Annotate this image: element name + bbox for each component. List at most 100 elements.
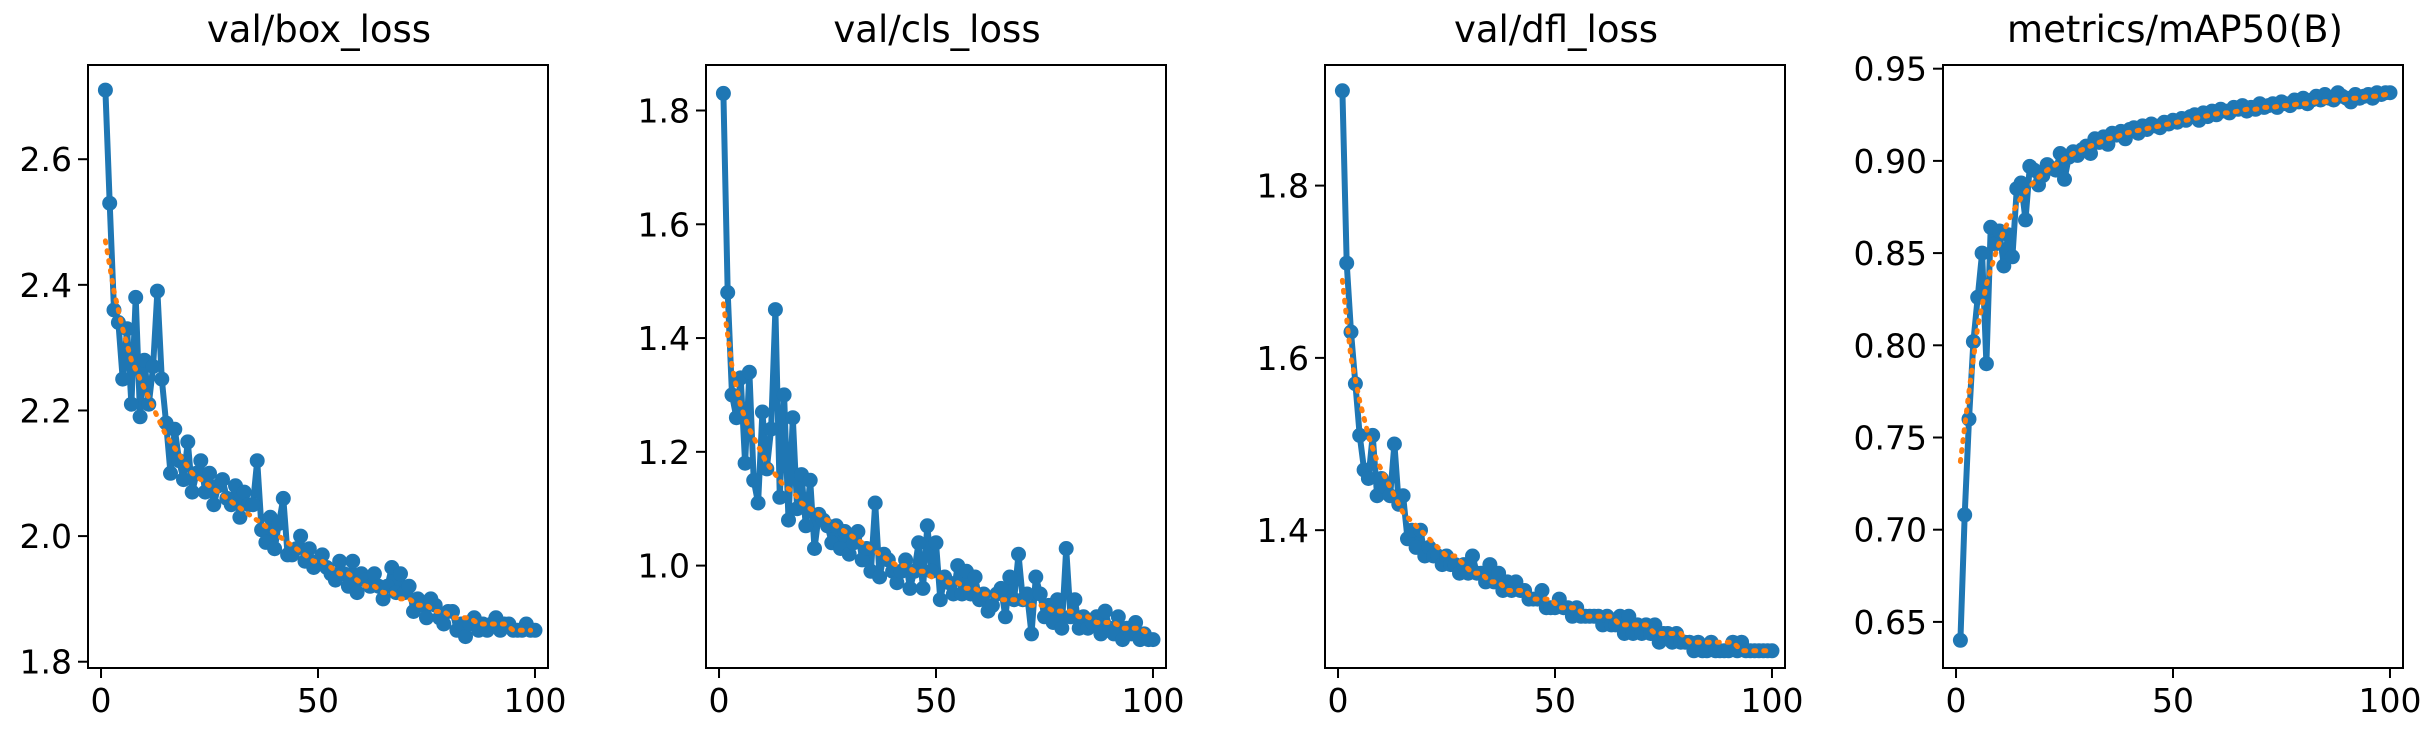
data-point (314, 547, 330, 563)
data-point (1465, 548, 1480, 564)
data-point (984, 597, 1000, 613)
data-point (401, 578, 417, 594)
data-point (1339, 255, 1355, 271)
data-point (349, 585, 365, 601)
y-tick-label: 1.6 (638, 205, 690, 244)
subplot-val-cls-loss: val/cls_loss 0 50 100 1.0 1.2 1.4 1.6 1.8 (638, 8, 1185, 720)
data-point (1110, 609, 1126, 625)
data-point (167, 421, 183, 437)
data-point (145, 359, 161, 374)
y-tick-label: 0.90 (1854, 142, 1927, 181)
data-point (215, 472, 230, 488)
data-point (197, 484, 213, 500)
data-point (750, 495, 766, 511)
data-point (132, 409, 148, 425)
data-point (2057, 171, 2072, 187)
data-point (1032, 586, 1048, 602)
data-point (902, 580, 918, 596)
data-point (249, 453, 265, 469)
data-point (115, 371, 131, 387)
data-point (271, 516, 287, 531)
data-point (1764, 643, 1780, 659)
data-point (193, 453, 209, 469)
data-point (911, 535, 927, 551)
data-point (1128, 615, 1144, 630)
y-tick-label: 0.85 (1854, 234, 1927, 273)
data-point (375, 591, 391, 607)
data-point (993, 580, 1009, 596)
data-point (267, 541, 283, 557)
data-point (728, 410, 744, 426)
y-tick-label: 1.8 (638, 92, 690, 131)
data-point (776, 387, 792, 403)
data-point (754, 404, 770, 420)
data-point (236, 484, 252, 500)
data-point (1395, 488, 1411, 504)
y-tick-label: 0.65 (1854, 603, 1927, 642)
data-point (872, 569, 888, 585)
data-point (1063, 609, 1078, 625)
data-point (915, 580, 931, 596)
data-point (223, 497, 239, 513)
data-point (1058, 541, 1074, 556)
data-point (275, 490, 291, 506)
data-point (436, 616, 452, 632)
data-point (2000, 227, 2016, 243)
data-point (206, 497, 222, 513)
data-point (763, 421, 779, 437)
data-point (180, 434, 196, 450)
x-tick-label: 0 (1328, 681, 1349, 720)
data-point (2004, 249, 2020, 265)
data-point (102, 195, 118, 211)
subplot-title: val/box_loss (207, 8, 431, 51)
data-point (741, 364, 757, 380)
data-point (720, 285, 736, 300)
data-point (1054, 620, 1070, 636)
x-tick-label: 100 (503, 681, 566, 720)
smooth-line (1339, 277, 1771, 654)
data-point (746, 472, 762, 488)
data-point (841, 546, 857, 562)
data-point (1534, 583, 1550, 598)
data-point (1386, 436, 1402, 452)
data-point (737, 455, 753, 471)
data-point (1097, 603, 1113, 619)
data-point (458, 629, 473, 645)
x-tick-label: 0 (91, 681, 112, 720)
data-point (149, 283, 165, 299)
y-tick-label: 2.4 (20, 266, 72, 305)
data-point (867, 495, 883, 511)
data-point (1011, 546, 1026, 562)
data-point (724, 387, 740, 403)
data-point (967, 569, 983, 585)
data-point (184, 484, 200, 500)
data-point (1067, 592, 1083, 608)
data-point (772, 489, 788, 505)
x-tick-label: 50 (297, 681, 339, 720)
data-point (1352, 427, 1368, 443)
data-point (232, 509, 248, 525)
data-point (128, 289, 144, 305)
data-point (336, 566, 352, 582)
data-point (163, 465, 178, 481)
data-point (1024, 626, 1039, 642)
data-point (366, 566, 382, 582)
x-tick-label: 100 (1740, 681, 1803, 720)
y-tick-label: 2.2 (20, 391, 72, 430)
data-point (919, 518, 935, 534)
data-point (2013, 175, 2029, 191)
subplot-val-dfl-loss: val/dfl_loss 0 50 100 1.4 1.6 1.8 (1257, 8, 1804, 720)
data-point (176, 472, 191, 488)
data-point (767, 302, 783, 318)
data-point (932, 592, 948, 608)
data-point (2018, 212, 2033, 228)
y-tick-label: 1.4 (1257, 511, 1309, 550)
y-tick-label: 1.2 (638, 433, 690, 472)
subplot-title: val/cls_loss (833, 8, 1040, 51)
x-tick-label: 0 (709, 681, 730, 720)
y-tick-label: 1.6 (1257, 339, 1309, 378)
data-point (781, 512, 796, 528)
data-point (889, 575, 905, 591)
data-point (1334, 83, 1350, 99)
subplot-title: metrics/mAP50(B) (2007, 8, 2343, 51)
